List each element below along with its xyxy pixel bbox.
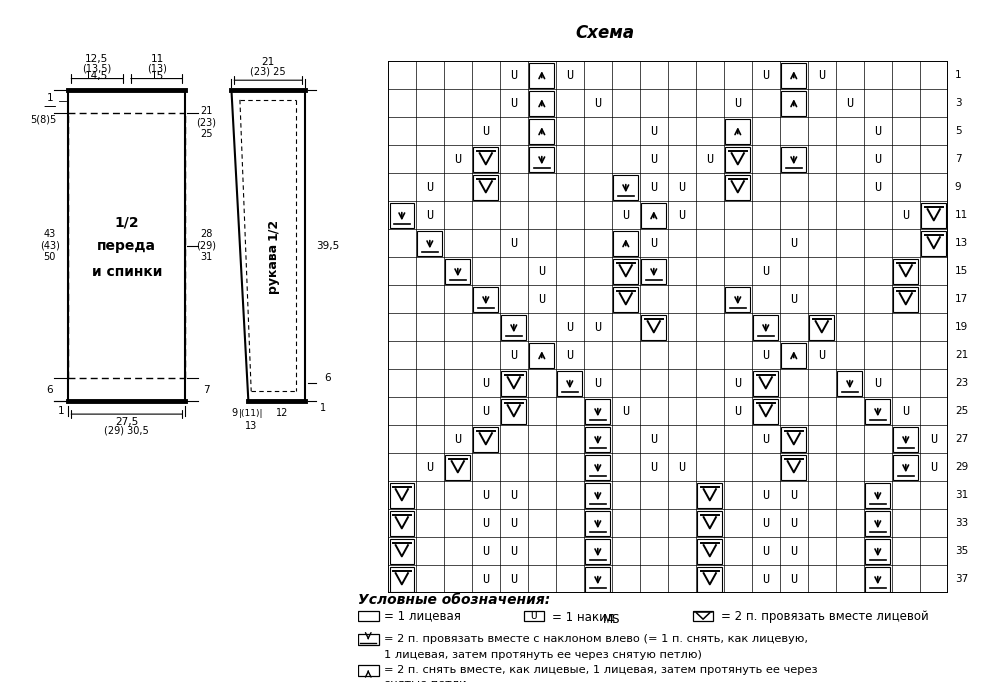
Text: U: U [426, 209, 433, 222]
Text: 27,5: 27,5 [115, 417, 138, 426]
Bar [893, 287, 918, 312]
Text: 31: 31 [955, 490, 968, 501]
Text: U: U [482, 545, 489, 558]
Text: U: U [874, 377, 881, 390]
Text: 13: 13 [955, 239, 968, 248]
Text: 43
(43)
50: 43 (43) 50 [40, 229, 59, 262]
Bar [781, 455, 806, 479]
Bar [502, 371, 526, 396]
Text: U: U [818, 69, 826, 82]
Text: 3: 3 [955, 98, 962, 108]
Bar [474, 427, 498, 451]
Text: (13): (13) [147, 63, 167, 73]
Text: 33: 33 [955, 518, 968, 529]
Bar [921, 203, 947, 228]
Text: U: U [762, 517, 769, 530]
Text: U: U [595, 321, 602, 334]
Text: U: U [762, 489, 769, 502]
Bar [866, 399, 890, 424]
Text: U: U [482, 517, 489, 530]
Text: = 2 п. снять вместе, как лицевые, 1 лицевая, затем протянуть ее через: = 2 п. снять вместе, как лицевые, 1 лице… [384, 666, 817, 675]
Text: U: U [595, 377, 602, 390]
Bar [698, 483, 722, 507]
Bar [921, 231, 947, 256]
Bar [753, 371, 778, 396]
Bar [726, 119, 750, 144]
Text: U: U [650, 237, 657, 250]
Bar [529, 63, 554, 88]
Text: переда: переда [98, 239, 156, 252]
Bar [641, 203, 666, 228]
Text: = 2 п. провязать вместе с наклоном влево (= 1 п. снять, как лицевую,: = 2 п. провязать вместе с наклоном влево… [384, 634, 807, 644]
Bar [502, 315, 526, 340]
Text: U: U [818, 349, 826, 362]
Bar [614, 287, 638, 312]
Text: U: U [762, 349, 769, 362]
Bar [474, 175, 498, 200]
Bar [753, 315, 778, 340]
Bar [446, 455, 470, 479]
Bar [586, 539, 610, 563]
Bar [417, 231, 443, 256]
Bar [389, 567, 414, 592]
Text: Условные обозначения:: Условные обозначения: [358, 593, 550, 607]
Text: (13,5): (13,5) [82, 63, 111, 73]
Bar [389, 511, 414, 535]
Text: U: U [902, 209, 909, 222]
Bar [614, 175, 638, 200]
Text: 11: 11 [955, 210, 968, 220]
Text: U: U [790, 237, 797, 250]
Text: U: U [622, 405, 629, 418]
Text: U: U [538, 265, 545, 278]
Text: 1 лицевая, затем протянуть ее через снятую петлю): 1 лицевая, затем протянуть ее через снят… [384, 650, 702, 660]
Bar [698, 511, 722, 535]
Text: 35: 35 [955, 546, 968, 557]
Bar [529, 91, 554, 116]
Text: рукава: рукава [266, 243, 279, 293]
Bar [866, 539, 890, 563]
Text: U: U [510, 573, 517, 586]
Text: 12,5: 12,5 [85, 54, 108, 64]
Text: U: U [426, 181, 433, 194]
Text: 21: 21 [955, 351, 968, 360]
Bar [586, 567, 610, 592]
Text: U: U [762, 545, 769, 558]
Text: 5: 5 [955, 126, 962, 136]
Bar [866, 483, 890, 507]
Text: U: U [566, 321, 574, 334]
Text: U: U [510, 545, 517, 558]
Bar [893, 259, 918, 284]
Bar [586, 399, 610, 424]
Text: (23) 25: (23) 25 [250, 66, 286, 76]
Text: 1: 1 [58, 406, 65, 416]
Text: 11: 11 [150, 54, 163, 64]
Bar [641, 315, 666, 340]
Text: U: U [650, 125, 657, 138]
Text: U: U [874, 125, 881, 138]
Text: U: U [930, 461, 937, 474]
Text: 1/2: 1/2 [115, 216, 139, 230]
Text: U: U [734, 97, 741, 110]
Text: 15: 15 [150, 71, 163, 81]
Bar [893, 455, 918, 479]
Text: U: U [902, 405, 909, 418]
Bar [529, 147, 554, 172]
Bar [614, 231, 638, 256]
Text: = 1 лицевая: = 1 лицевая [384, 610, 461, 623]
Text: U: U [455, 153, 462, 166]
Bar [358, 634, 379, 644]
Bar [698, 539, 722, 563]
Text: 14,5: 14,5 [85, 71, 108, 81]
Text: U: U [482, 377, 489, 390]
Text: U: U [790, 573, 797, 586]
Text: 39,5: 39,5 [316, 241, 339, 250]
Bar [781, 91, 806, 116]
Bar [523, 611, 544, 621]
Text: U: U [874, 153, 881, 166]
Bar [641, 259, 666, 284]
Bar [781, 63, 806, 88]
Text: —: — [43, 100, 56, 113]
Text: U: U [650, 461, 657, 474]
Bar [358, 611, 379, 621]
Bar [502, 399, 526, 424]
